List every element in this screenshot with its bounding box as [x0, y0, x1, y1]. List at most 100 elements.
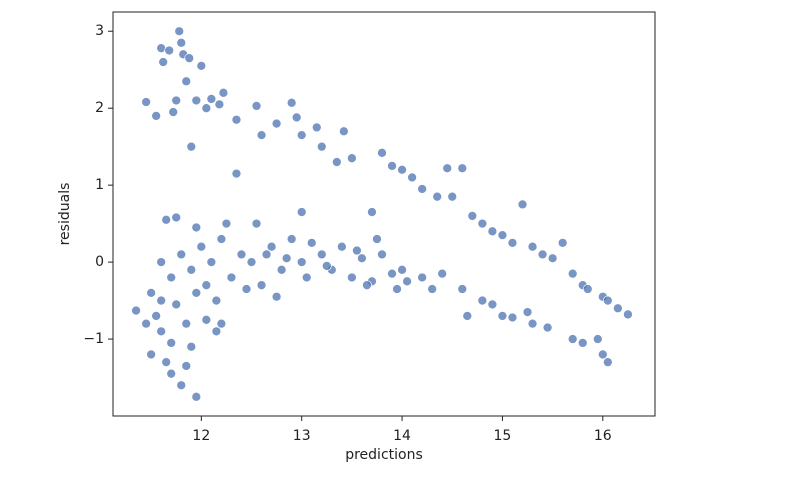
x-tick-label: 16 [594, 428, 612, 444]
point [537, 249, 548, 260]
point [527, 318, 538, 329]
point [216, 318, 227, 329]
point [246, 257, 257, 267]
x-tick-label: 14 [393, 428, 411, 444]
point [151, 111, 162, 121]
point [214, 99, 225, 110]
point [256, 280, 267, 291]
point [176, 249, 187, 260]
plot-frame [112, 11, 656, 417]
point [402, 276, 412, 287]
point [176, 380, 187, 391]
point [437, 268, 448, 279]
point [527, 241, 538, 252]
x-tick-label: 15 [494, 428, 512, 444]
point [522, 307, 533, 317]
point [158, 57, 169, 67]
point [256, 130, 267, 140]
point [477, 295, 488, 306]
point [186, 264, 197, 275]
point [372, 234, 382, 244]
point [276, 264, 287, 275]
point [271, 291, 282, 302]
point [311, 122, 322, 133]
y-tick-label: −1 [83, 331, 104, 347]
point [251, 218, 262, 229]
point [166, 272, 177, 283]
point [186, 341, 197, 352]
point [191, 95, 202, 106]
point [191, 288, 202, 298]
point [174, 26, 185, 37]
point [347, 272, 357, 283]
point [507, 312, 518, 323]
point [417, 184, 427, 194]
point [211, 295, 222, 306]
point [171, 95, 182, 106]
y-axis-label: residuals [57, 183, 73, 246]
point [582, 284, 593, 294]
point [447, 191, 458, 202]
point [286, 234, 297, 244]
point [487, 226, 498, 237]
point [196, 61, 207, 71]
point [336, 241, 347, 252]
point [206, 94, 217, 104]
point [181, 76, 192, 87]
x-axis-label: predictions [345, 447, 423, 463]
point [216, 234, 227, 244]
point [357, 253, 367, 264]
point [206, 257, 217, 267]
point [236, 249, 247, 260]
point [221, 218, 232, 229]
point [196, 241, 207, 252]
point [141, 97, 151, 107]
point [623, 309, 633, 320]
point [218, 87, 229, 98]
x-tick-label: 13 [293, 428, 311, 444]
point [397, 264, 407, 275]
point [296, 207, 307, 217]
point [231, 168, 242, 179]
y-tick-label: 3 [95, 23, 104, 39]
point [347, 153, 357, 164]
point [467, 211, 478, 221]
point [567, 334, 578, 344]
point [397, 164, 407, 175]
point [241, 284, 252, 294]
point [176, 37, 187, 48]
point [497, 311, 508, 321]
point [497, 230, 508, 241]
point [442, 163, 453, 174]
point [507, 238, 518, 248]
point [146, 349, 156, 360]
point [201, 314, 212, 325]
point [141, 318, 151, 329]
point [201, 103, 212, 114]
point [156, 326, 167, 337]
point [251, 101, 262, 111]
point [191, 391, 202, 402]
point [156, 295, 167, 306]
point [146, 288, 156, 298]
point [592, 334, 603, 344]
point [477, 218, 488, 229]
point [291, 112, 302, 123]
point [362, 280, 372, 291]
point [186, 141, 197, 152]
point [542, 322, 553, 333]
point [281, 253, 292, 264]
point [377, 249, 387, 260]
point [296, 257, 307, 267]
point [306, 238, 317, 248]
y-tick-label: 0 [95, 254, 104, 270]
point [181, 361, 192, 371]
point [339, 126, 349, 137]
y-tick-label: 1 [95, 177, 104, 193]
point [597, 349, 608, 360]
point [407, 172, 417, 183]
point [387, 268, 397, 279]
point [462, 311, 473, 321]
point [166, 368, 177, 379]
